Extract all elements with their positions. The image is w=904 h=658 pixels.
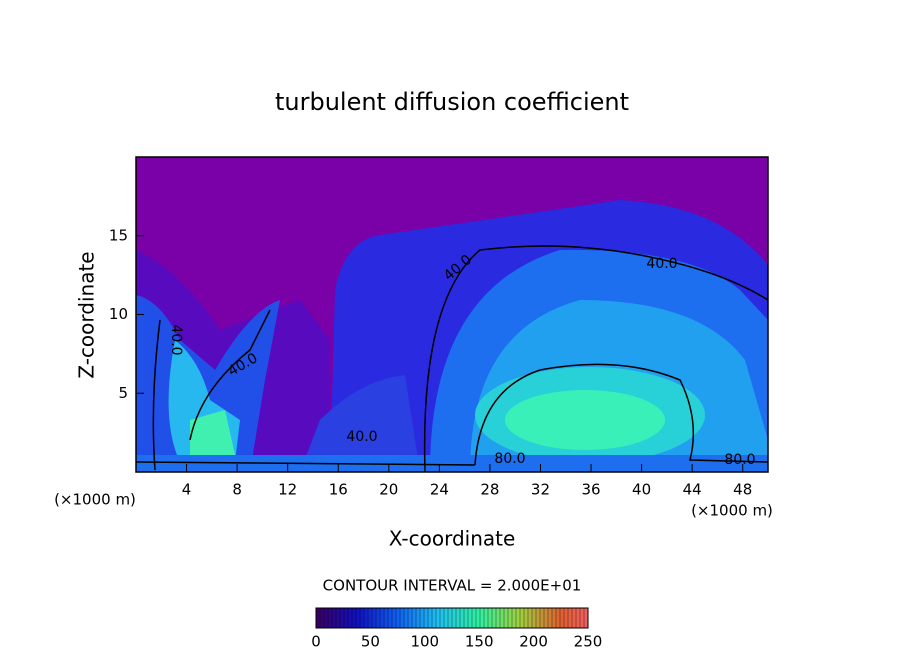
x-tick-label: 28 <box>480 481 499 499</box>
contour-line <box>474 363 768 466</box>
x-tick-label: 8 <box>232 481 242 499</box>
colorbar-tick-label: 150 <box>465 633 494 651</box>
colorbar-tick-label: 250 <box>574 633 603 651</box>
chart-title: turbulent diffusion coefficient <box>275 88 629 116</box>
y-tick-label: 10 <box>109 305 128 323</box>
x-unit: (×1000 m) <box>691 502 773 520</box>
contour-label: 80.0 <box>494 451 525 467</box>
x-tick-label: 24 <box>430 481 449 499</box>
field <box>136 157 768 472</box>
x-tick-label: 44 <box>683 481 702 499</box>
colorbar-tick-label: 200 <box>519 633 548 651</box>
colorbar-tick-label: 0 <box>311 633 321 651</box>
x-tick-label: 4 <box>182 481 192 499</box>
x-tick-label: 32 <box>531 481 550 499</box>
contour-label: 40.0 <box>168 324 184 355</box>
contour-line <box>136 461 476 466</box>
colorbar <box>315 607 589 629</box>
colorbar-tick-label: 100 <box>410 633 439 651</box>
y-tick-label: 15 <box>109 226 128 244</box>
x-tick-label: 20 <box>379 481 398 499</box>
contour-line <box>423 245 768 472</box>
contour-line <box>152 309 271 471</box>
y-tick-label: 5 <box>118 384 128 402</box>
colorbar-tick-label: 50 <box>361 633 380 651</box>
x-axis-label: X-coordinate <box>389 527 516 551</box>
x-tick-label: 48 <box>733 481 752 499</box>
annotation: CONTOUR INTERVAL = 2.000E+01 <box>323 577 582 595</box>
x-tick-label: 16 <box>329 481 348 499</box>
y-axis-label: Z-coordinate <box>75 251 99 378</box>
x-tick-label: 12 <box>278 481 297 499</box>
contour-label: 80.0 <box>724 452 755 468</box>
x-tick-label: 40 <box>632 481 651 499</box>
contour-label: 40.0 <box>346 429 377 445</box>
x-unit: (×1000 m) <box>54 491 136 509</box>
x-tick-label: 36 <box>581 481 600 499</box>
contour-label: 40.0 <box>646 256 677 272</box>
